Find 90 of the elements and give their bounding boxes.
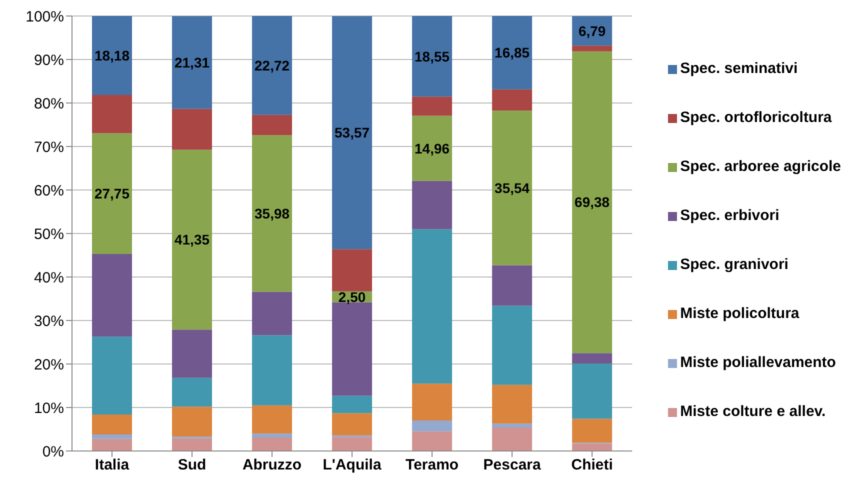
bar — [252, 135, 292, 292]
bar — [252, 16, 292, 115]
data-label: 2,50 — [338, 288, 366, 305]
data-label: 6,79 — [578, 22, 606, 39]
x-tick-label: Sud — [178, 456, 206, 474]
bar — [252, 335, 292, 406]
legend-label: Spec. erbivori — [680, 207, 780, 225]
bar — [492, 306, 532, 385]
bar — [92, 336, 132, 414]
y-tick-label: 90% — [34, 52, 64, 69]
data-label: 21,31 — [174, 54, 210, 71]
x-tick-label: Chieti — [571, 456, 613, 474]
bar — [412, 16, 452, 97]
data-label: 18,55 — [414, 48, 450, 64]
bar — [252, 438, 292, 451]
x-tick-label: Italia — [94, 456, 130, 474]
bar — [332, 413, 372, 436]
x-tick-label: Pescara — [483, 456, 542, 474]
bar — [92, 414, 132, 434]
bar — [92, 438, 132, 451]
data-label: 53,57 — [334, 124, 370, 141]
bar — [412, 180, 452, 230]
bar — [572, 418, 612, 443]
legend-label: Miste poliallevamento — [680, 354, 836, 372]
bar — [332, 16, 372, 250]
y-tick-label: 80% — [34, 95, 64, 112]
bar — [92, 133, 132, 254]
legend-label: Spec. seminativi — [680, 60, 798, 78]
y-tick-label: 10% — [34, 400, 64, 417]
y-tick-label: 60% — [34, 182, 64, 200]
bar — [252, 405, 292, 434]
bar — [172, 150, 212, 330]
data-label: 69,38 — [574, 194, 610, 210]
bar — [572, 46, 612, 52]
bar — [492, 428, 532, 451]
bar — [572, 353, 612, 364]
data-label: 16,85 — [494, 44, 530, 61]
y-tick-label: 70% — [34, 138, 64, 156]
x-tick-label: Abruzzo — [242, 456, 302, 474]
bar — [412, 431, 452, 451]
bar — [332, 437, 372, 451]
bar — [172, 108, 212, 150]
bar — [412, 384, 452, 421]
bar — [252, 292, 292, 336]
y-tick-label: 100% — [26, 8, 64, 26]
bar — [572, 444, 612, 451]
legend-label: Miste colture e allev. — [680, 403, 826, 421]
data-label: 41,35 — [174, 232, 210, 248]
data-label: 14,96 — [414, 140, 450, 156]
legend-label: Miste policoltura — [680, 305, 800, 323]
bar — [412, 229, 452, 384]
bar — [252, 114, 292, 136]
bar — [92, 16, 132, 95]
bar — [92, 434, 132, 439]
x-tick-label: Teramo — [406, 456, 459, 474]
legend-label: Spec. granivori — [680, 256, 788, 274]
bar — [412, 96, 452, 116]
bar — [92, 254, 132, 337]
data-label: 35,98 — [254, 206, 290, 222]
y-tick-label: 50% — [34, 226, 64, 243]
bar — [492, 265, 532, 306]
y-tick-label: 0% — [42, 443, 64, 460]
bar — [332, 249, 372, 292]
y-tick-label: 40% — [34, 269, 64, 286]
bar — [492, 89, 532, 111]
bar — [92, 94, 132, 134]
data-label: 27,75 — [94, 186, 130, 202]
bar — [172, 330, 212, 378]
bar — [572, 51, 612, 354]
bar — [492, 16, 532, 90]
bar — [572, 364, 612, 419]
y-tick-label: 20% — [34, 356, 64, 374]
legend-label: Spec. arboree agricole — [680, 158, 841, 176]
bar — [492, 424, 532, 428]
bar — [332, 396, 372, 414]
y-tick-label: 30% — [34, 312, 64, 330]
bar — [172, 406, 212, 437]
data-label: 35,54 — [494, 180, 530, 196]
data-label: 18,18 — [94, 47, 130, 64]
bar — [172, 378, 212, 407]
legend-label: Spec. ortofloricoltura — [680, 109, 832, 127]
bar — [172, 438, 212, 451]
data-label: 22,72 — [254, 57, 290, 74]
bar — [492, 384, 532, 424]
x-tick-label: L'Aquila — [322, 456, 382, 474]
bar — [412, 420, 452, 432]
bar — [492, 110, 532, 266]
bar — [252, 434, 292, 438]
bar — [172, 16, 212, 109]
bar — [412, 116, 452, 181]
